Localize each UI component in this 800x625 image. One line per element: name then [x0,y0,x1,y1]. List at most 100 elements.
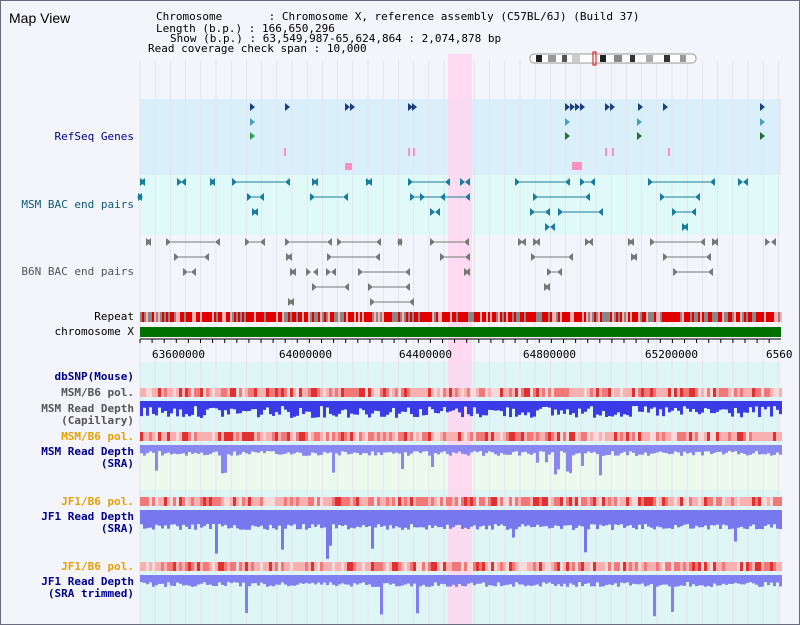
read-depth-bin [338,575,341,585]
read-depth-bin [617,445,620,456]
repeat-segment [714,312,716,322]
repeat-segment [232,312,234,322]
repeat-segment [504,312,506,322]
b6n-bac-pair [245,238,250,246]
polymorphism-bin [515,562,518,571]
repeat-segment [438,312,440,322]
polymorphism-bin [311,497,314,506]
read-depth-bin [707,401,710,410]
polymorphism-bin [482,432,485,441]
read-depth-bin [221,445,224,474]
read-depth-bin [206,401,209,410]
repeat-segment [328,312,330,322]
read-depth-bin [158,510,161,526]
repeat-segment [464,312,466,322]
b6n-bac-pair [464,238,469,246]
repeat-segment [194,312,196,322]
repeat-segment [684,312,686,322]
repeat-segment [152,312,154,322]
polymorphism-bin [278,562,281,571]
read-depth-bin [521,575,524,585]
polymorphism-bin [251,388,254,397]
polymorphism-bin [317,432,320,441]
polymorphism-bin [698,497,701,506]
repeat-segment [488,312,490,322]
polymorphism-bin [182,388,185,397]
repeat-segment [442,312,444,322]
read-depth-bin [623,575,626,584]
read-depth-bin [461,575,464,586]
read-depth-bin [473,445,476,452]
polymorphism-bin [347,432,350,441]
repeat-segment [296,312,298,322]
read-depth-bin [245,510,248,530]
polymorphism-bin [329,562,332,571]
b6n-bac-pair [204,253,209,261]
polymorphism-bin [233,562,236,571]
polymorphism-bin [647,497,650,506]
gene-arrow [760,132,765,140]
read-depth-bin [251,445,254,452]
polymorphism-bin [734,432,737,441]
repeat-segment [492,312,494,322]
repeat-segment [718,312,720,322]
polymorphism-bin [221,497,224,506]
read-depth-bin [236,510,239,529]
repeat-segment [728,312,730,322]
track-label-b6n-bac[interactable]: B6N BAC end pairs [21,265,134,278]
msm-bac-pair [430,208,435,216]
polymorphism-bin [263,388,266,397]
polymorphism-bin [275,388,278,397]
read-depth-bin [533,401,536,417]
read-depth-bin [389,401,392,413]
read-depth-bin [560,575,563,587]
polymorphism-bin [377,562,380,571]
read-depth-bin [428,445,431,456]
read-depth-bin [449,401,452,412]
polymorphism-bin [350,432,353,441]
read-depth-bin [338,445,341,456]
polymorphism-bin [386,388,389,397]
read-depth-bin [203,510,206,527]
repeat-segment [306,312,308,322]
polymorphism-bin [494,388,497,397]
polymorphism-bin [746,497,749,506]
polymorphism-bin [152,388,155,397]
polymorphism-bin [209,562,212,571]
track-label-dbsnp[interactable]: dbSNP(Mouse) [54,370,134,383]
read-depth-bin [317,401,320,418]
read-depth-bin [530,401,533,418]
read-depth-bin [713,445,716,453]
repeat-segment [476,312,478,322]
polymorphism-bin [737,497,740,506]
polymorphism-bin [713,497,716,506]
b6n-bac-pair [397,238,402,246]
polymorphism-bin [683,497,686,506]
read-depth-bin [446,575,449,587]
read-depth-bin [500,401,503,412]
read-depth-bin [278,445,281,455]
polymorphism-bin [671,432,674,441]
track-label-refseq-genes[interactable]: RefSeq Genes [54,130,134,143]
read-depth-bin [434,445,437,454]
read-depth-bin [551,445,554,453]
polymorphism-bin [308,497,311,506]
gene-arrow [565,118,570,126]
repeat-segment [710,312,712,322]
read-depth-bin [530,445,533,455]
polymorphism-bin [662,562,665,571]
read-depth-bin [653,445,656,454]
read-depth-bin [503,401,506,417]
read-depth-bin [638,575,641,585]
read-depth-bin [536,575,539,585]
polymorphism-bin [326,388,329,397]
read-depth-bin [326,445,329,454]
read-depth-bin [443,510,446,529]
track-label-msm-bac[interactable]: MSM BAC end pairs [21,198,134,211]
read-depth-bin [665,575,668,585]
polymorphism-bin [161,388,164,397]
polymorphism-bin [617,388,620,397]
polymorphism-bin [188,562,191,571]
polymorphism-bin [455,388,458,397]
